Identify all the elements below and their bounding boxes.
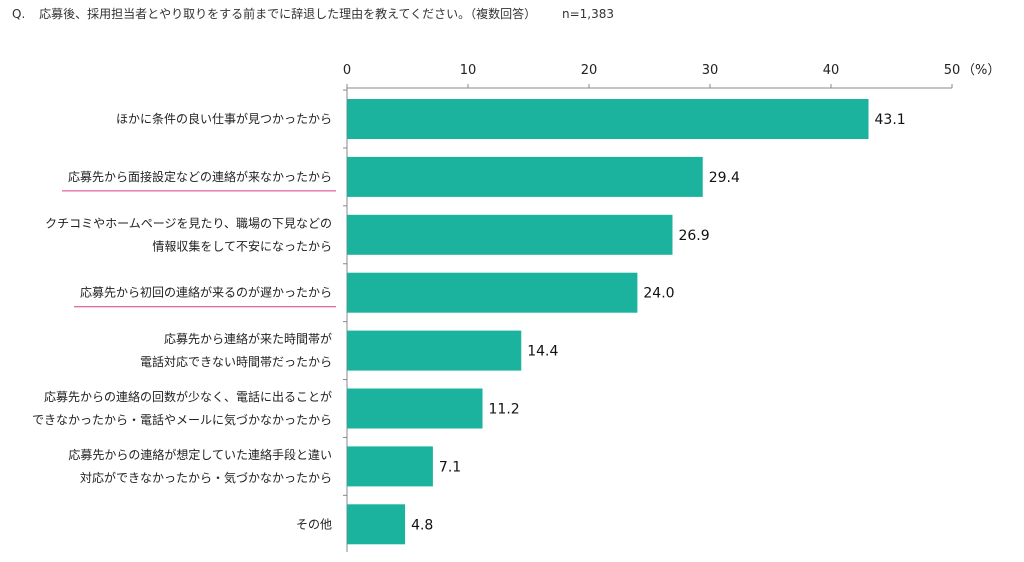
bar bbox=[347, 156, 703, 197]
bar bbox=[347, 388, 483, 429]
sample-size: n=1,383 bbox=[561, 7, 614, 21]
question-header: Q. 応募後、採用担当者とやり取りをする前までに辞退した理由を教えてください。（… bbox=[12, 5, 614, 22]
category-label: できなかったから・電話やメールに気づかなかったから bbox=[32, 412, 332, 427]
category-label: 電話対応できない時間帯だったから bbox=[140, 354, 332, 369]
category-label: 応募先からの連絡が想定していた連絡手段と違い bbox=[68, 447, 332, 462]
data-label: 24.0 bbox=[643, 286, 674, 302]
bar bbox=[347, 99, 869, 139]
data-label: 4.8 bbox=[411, 517, 433, 533]
category-label: 応募先から面接設定などの連絡が来なかったから bbox=[68, 169, 332, 184]
category-label: その他 bbox=[296, 517, 332, 531]
data-label: 29.4 bbox=[709, 170, 740, 186]
x-tick-label: 30 bbox=[702, 63, 719, 78]
data-label: 14.4 bbox=[527, 344, 558, 360]
bar bbox=[347, 504, 406, 545]
bar bbox=[347, 446, 433, 487]
x-tick-label: 50 bbox=[944, 63, 961, 78]
data-label: 7.1 bbox=[439, 459, 461, 475]
category-label: 情報収集をして不安になったから bbox=[152, 238, 332, 253]
category-label: 応募先からの連絡の回数が少なく、電話に出ることが bbox=[44, 389, 332, 404]
x-tick-label: 0 bbox=[343, 63, 351, 78]
bar bbox=[347, 214, 673, 255]
category-label: ほかに条件の良い仕事が見つかったから bbox=[116, 111, 332, 126]
question-prefix: Q. bbox=[12, 7, 26, 21]
category-label: 対応ができなかったから・気づかなかったから bbox=[80, 470, 332, 485]
category-label: 応募先から初回の連絡が来るのが遅かったから bbox=[80, 285, 332, 300]
x-axis: 0 10 20 30 40 50 （%） bbox=[343, 63, 1000, 552]
bar bbox=[347, 272, 638, 313]
x-tick-label: 20 bbox=[581, 63, 598, 78]
question-text: 応募後、採用担当者とやり取りをする前までに辞退した理由を教えてください。（複数回… bbox=[39, 7, 537, 21]
bars: 43.1 29.4 26.9 24.0 14.4 11.2 7.1 4.8 bbox=[347, 99, 906, 545]
x-unit-label: （%） bbox=[962, 63, 1000, 78]
category-label: 応募先から連絡が来た時間帯が bbox=[164, 331, 332, 346]
bar bbox=[347, 330, 522, 371]
data-label: 11.2 bbox=[489, 402, 520, 418]
category-label: クチコミやホームページを見たり、職場の下見などの bbox=[45, 216, 332, 230]
x-tick-label: 10 bbox=[460, 63, 477, 78]
data-label: 43.1 bbox=[875, 112, 906, 128]
x-tick-label: 40 bbox=[823, 63, 840, 78]
data-label: 26.9 bbox=[678, 228, 709, 244]
category-labels: ほかに条件の良い仕事が見つかったから応募先から面接設定などの連絡が来なかったから… bbox=[32, 111, 336, 531]
